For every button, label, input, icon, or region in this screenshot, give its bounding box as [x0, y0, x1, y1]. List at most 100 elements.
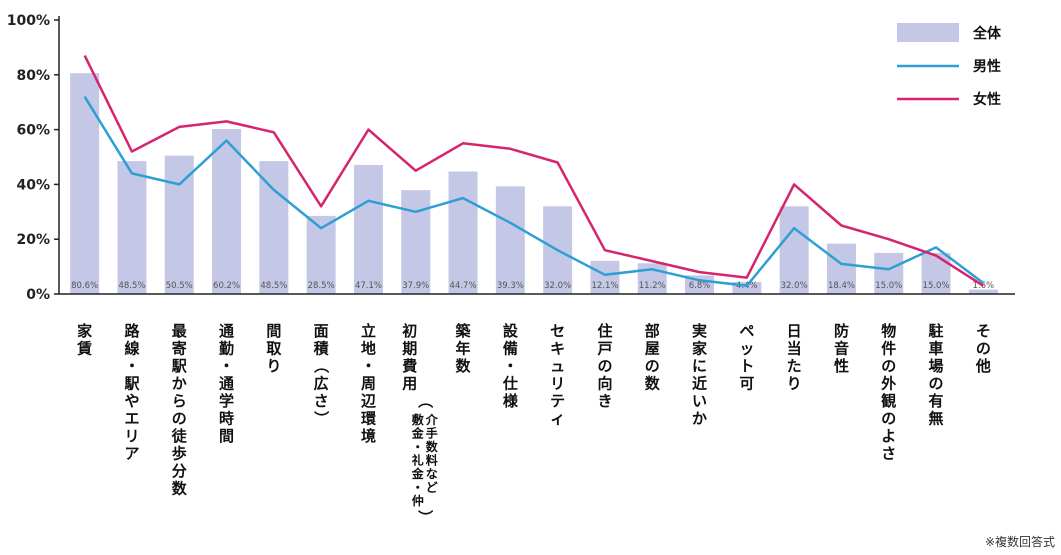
- svg-text:住: 住: [597, 322, 612, 340]
- data-label: 37.9%: [402, 281, 429, 291]
- svg-text:か: か: [692, 410, 707, 428]
- svg-text:ら: ら: [172, 392, 187, 410]
- svg-text:ア: ア: [124, 445, 139, 463]
- bar: [448, 171, 478, 294]
- category-label: その他: [975, 322, 991, 375]
- data-label: 1.6%: [973, 281, 995, 291]
- svg-text:性: 性: [834, 357, 849, 375]
- data-label: 44.7%: [450, 281, 477, 291]
- data-label: 28.5%: [308, 281, 335, 291]
- bar: [117, 161, 147, 294]
- bar: [590, 260, 620, 294]
- y-tick-label: 100%: [7, 13, 50, 29]
- svg-text:に: に: [692, 357, 707, 375]
- svg-text:テ: テ: [550, 392, 565, 410]
- svg-text:通: 通: [219, 322, 234, 340]
- bar: [874, 252, 904, 294]
- y-tick-label: 20%: [16, 232, 50, 248]
- svg-text:金: 金: [411, 426, 425, 441]
- series-line-男性: [83, 96, 985, 288]
- svg-text:防: 防: [834, 322, 849, 340]
- legend-item-女性: 女性: [897, 91, 1001, 108]
- svg-text:物: 物: [881, 322, 896, 340]
- svg-text:り: り: [266, 357, 281, 375]
- svg-text:築: 築: [455, 322, 472, 340]
- data-label: 15.0%: [923, 281, 950, 291]
- data-label: 32.0%: [781, 281, 808, 291]
- svg-text:広: 広: [314, 375, 329, 393]
- svg-text:ュ: ュ: [550, 357, 565, 375]
- svg-text:さ: さ: [314, 392, 329, 410]
- svg-text:・: ・: [219, 357, 234, 375]
- svg-text:場: 場: [929, 357, 944, 375]
- svg-text:家: 家: [692, 340, 707, 358]
- svg-text:ど: ど: [426, 481, 438, 495]
- svg-text:勤: 勤: [219, 340, 234, 358]
- svg-text:地: 地: [361, 340, 376, 358]
- svg-text:敷: 敷: [412, 412, 425, 427]
- svg-text:の: の: [645, 357, 660, 375]
- svg-text:料: 料: [426, 453, 438, 468]
- y-axis: 0% 20% 40% 60% 80% 100%: [7, 13, 60, 303]
- svg-text:他: 他: [975, 357, 991, 375]
- y-tick-label: 40%: [16, 177, 50, 193]
- svg-text:時: 時: [219, 410, 234, 428]
- svg-text:無: 無: [929, 410, 944, 428]
- data-label: 11.2%: [639, 281, 666, 291]
- svg-text:の: の: [929, 375, 944, 393]
- svg-text:路: 路: [124, 322, 140, 340]
- svg-text:費: 費: [402, 357, 417, 375]
- svg-text:観: 観: [881, 392, 896, 410]
- category-labels: 家賃路線・駅やエリア最寄駅からの徒歩分数通勤・通学時間間取り面積（広さ）立地・周…: [76, 322, 991, 525]
- svg-text:賃: 賃: [76, 340, 92, 358]
- data-label: 48.5%: [118, 281, 145, 291]
- svg-text:の: の: [881, 357, 896, 375]
- svg-text:た: た: [787, 357, 802, 375]
- svg-text:当: 当: [787, 340, 802, 358]
- svg-text:・: ・: [503, 357, 518, 375]
- svg-text:さ: さ: [881, 445, 896, 463]
- svg-text:ッ: ッ: [739, 340, 754, 358]
- y-tick-label: 0%: [26, 287, 50, 303]
- svg-text:・: ・: [412, 440, 424, 454]
- bar: [968, 289, 998, 294]
- svg-text:間: 間: [266, 322, 281, 340]
- svg-text:積: 積: [313, 340, 330, 358]
- svg-text:ィ: ィ: [550, 410, 565, 428]
- svg-text:徒: 徒: [171, 427, 188, 445]
- bar: [401, 190, 431, 294]
- svg-text:よ: よ: [881, 427, 896, 445]
- svg-text:・: ・: [361, 357, 376, 375]
- svg-text:駅: 駅: [123, 375, 140, 393]
- legend-item-男性: 男性: [897, 58, 1001, 75]
- svg-text:件: 件: [881, 340, 896, 358]
- svg-text:日: 日: [787, 322, 802, 340]
- svg-text:通: 通: [219, 375, 234, 393]
- svg-text:手: 手: [426, 426, 438, 441]
- svg-text:（: （: [416, 393, 434, 408]
- svg-text:線: 線: [124, 340, 139, 358]
- svg-text:寄: 寄: [172, 340, 187, 358]
- category-label: 家賃: [76, 322, 92, 358]
- bars: [70, 73, 998, 294]
- svg-text:）: ）: [416, 510, 434, 525]
- svg-text:取: 取: [266, 340, 282, 358]
- svg-text:可: 可: [739, 375, 754, 393]
- svg-text:キ: キ: [550, 340, 565, 358]
- svg-text:部: 部: [645, 322, 660, 340]
- svg-text:リ: リ: [550, 375, 565, 393]
- data-label: 12.1%: [591, 281, 618, 291]
- bar: [259, 161, 289, 294]
- bar: [212, 129, 242, 294]
- svg-text:の: の: [881, 410, 896, 428]
- svg-text:り: り: [787, 375, 802, 393]
- svg-text:最: 最: [172, 322, 188, 340]
